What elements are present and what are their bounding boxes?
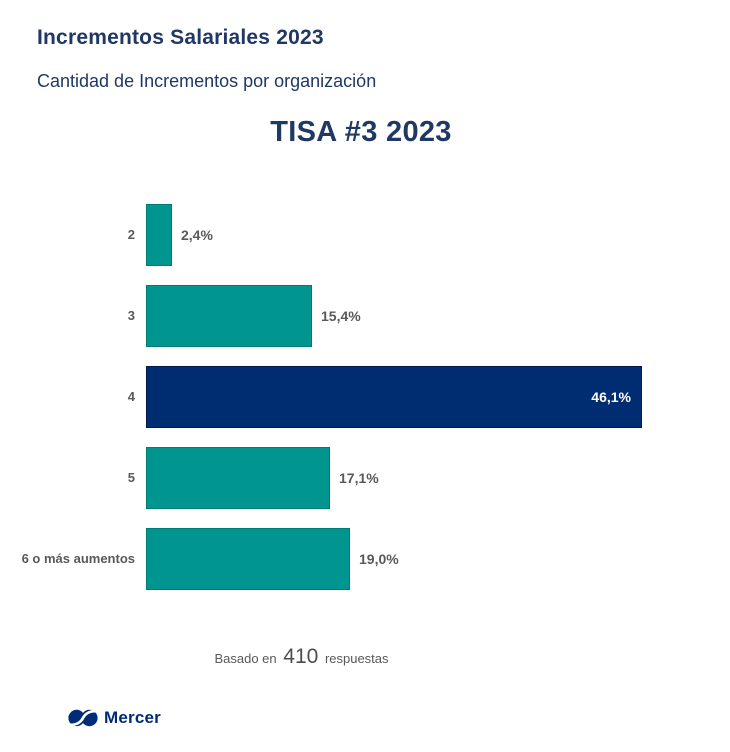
mercer-logo: Mercer [68,708,161,728]
bar-row: 5 17,1% [0,447,730,509]
chart-title: TISA #3 2023 [270,116,452,148]
bar-row: 2 2,4% [0,204,730,266]
bar [146,528,350,590]
sample-size-note: Basado en 410 respuestas [0,645,603,669]
bar-value-inside: 46,1% [591,389,631,405]
page-subtitle: Cantidad de Incrementos por organización [37,71,377,91]
bar-chart: 2 2,4% 3 15,4% 4 46,1% 5 17 [0,204,730,609]
bar-row: 6 o más aumentos 19,0% [0,528,730,590]
bar-value-outside: 17,1% [339,470,379,486]
sample-size-suffix: respuestas [324,651,389,666]
bar-row: 4 46,1% [0,366,730,428]
bar-value-outside: 2,4% [181,227,213,243]
mercer-infinity-icon [68,709,98,727]
category-label: 6 o más aumentos [21,550,135,566]
mercer-logo-text: Mercer [104,708,161,727]
bar-value-outside: 19,0% [359,551,399,567]
sample-size-prefix: Basado en [214,651,277,666]
bar: 46,1% [146,366,642,428]
bar [146,204,172,266]
category-label: 5 [127,469,135,485]
bar [146,447,330,509]
category-label: 3 [127,307,135,323]
category-label: 4 [127,388,135,404]
bar-row: 3 15,4% [0,285,730,347]
bar [146,285,312,347]
page-title: Incrementos Salariales 2023 [37,26,324,49]
bar-value-outside: 15,4% [321,308,361,324]
category-label: 2 [127,226,135,242]
bar-rows: 2 2,4% 3 15,4% 4 46,1% 5 17 [0,204,730,590]
sample-size-count: 410 [283,645,319,668]
